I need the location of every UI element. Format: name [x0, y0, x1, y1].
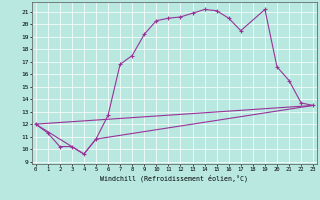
X-axis label: Windchill (Refroidissement éolien,°C): Windchill (Refroidissement éolien,°C)	[100, 174, 248, 182]
